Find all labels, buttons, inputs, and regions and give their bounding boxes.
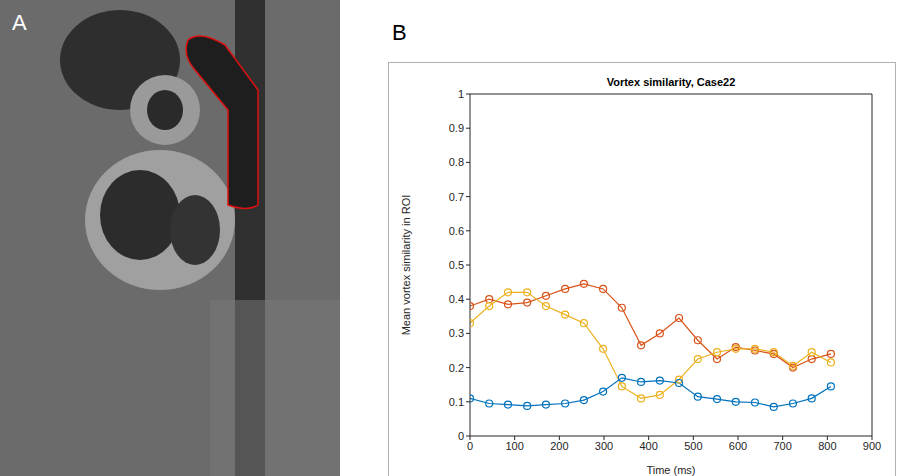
html-text:B: B xyxy=(392,20,407,45)
svg-text:200: 200 xyxy=(550,440,568,452)
svg-text:0.9: 0.9 xyxy=(449,122,464,134)
svg-text:900: 900 xyxy=(863,440,881,452)
svg-text:0.8: 0.8 xyxy=(449,156,464,168)
svg-text:0: 0 xyxy=(467,440,473,452)
html-text:A: A xyxy=(12,10,27,35)
svg-text:1: 1 xyxy=(458,88,464,100)
svg-text:Mean vortex similarity in ROI: Mean vortex similarity in ROI xyxy=(400,195,412,336)
svg-text:0: 0 xyxy=(458,430,464,442)
svg-text:500: 500 xyxy=(684,440,702,452)
svg-text:700: 700 xyxy=(773,440,791,452)
svg-text:600: 600 xyxy=(729,440,747,452)
svg-text:100: 100 xyxy=(505,440,523,452)
svg-text:0.4: 0.4 xyxy=(449,293,464,305)
svg-text:0.3: 0.3 xyxy=(449,327,464,339)
svg-text:400: 400 xyxy=(639,440,657,452)
svg-text:0.1: 0.1 xyxy=(449,396,464,408)
svg-text:300: 300 xyxy=(595,440,613,452)
html-text:Vortex similarity, Case22: Vortex similarity, Case22 xyxy=(606,76,736,88)
svg-text:0.7: 0.7 xyxy=(449,191,464,203)
svg-text:800: 800 xyxy=(818,440,836,452)
svg-text:0.5: 0.5 xyxy=(449,259,464,271)
svg-text:0.6: 0.6 xyxy=(449,225,464,237)
svg-text:0.2: 0.2 xyxy=(449,362,464,374)
svg-text:Time (ms): Time (ms) xyxy=(646,464,695,476)
